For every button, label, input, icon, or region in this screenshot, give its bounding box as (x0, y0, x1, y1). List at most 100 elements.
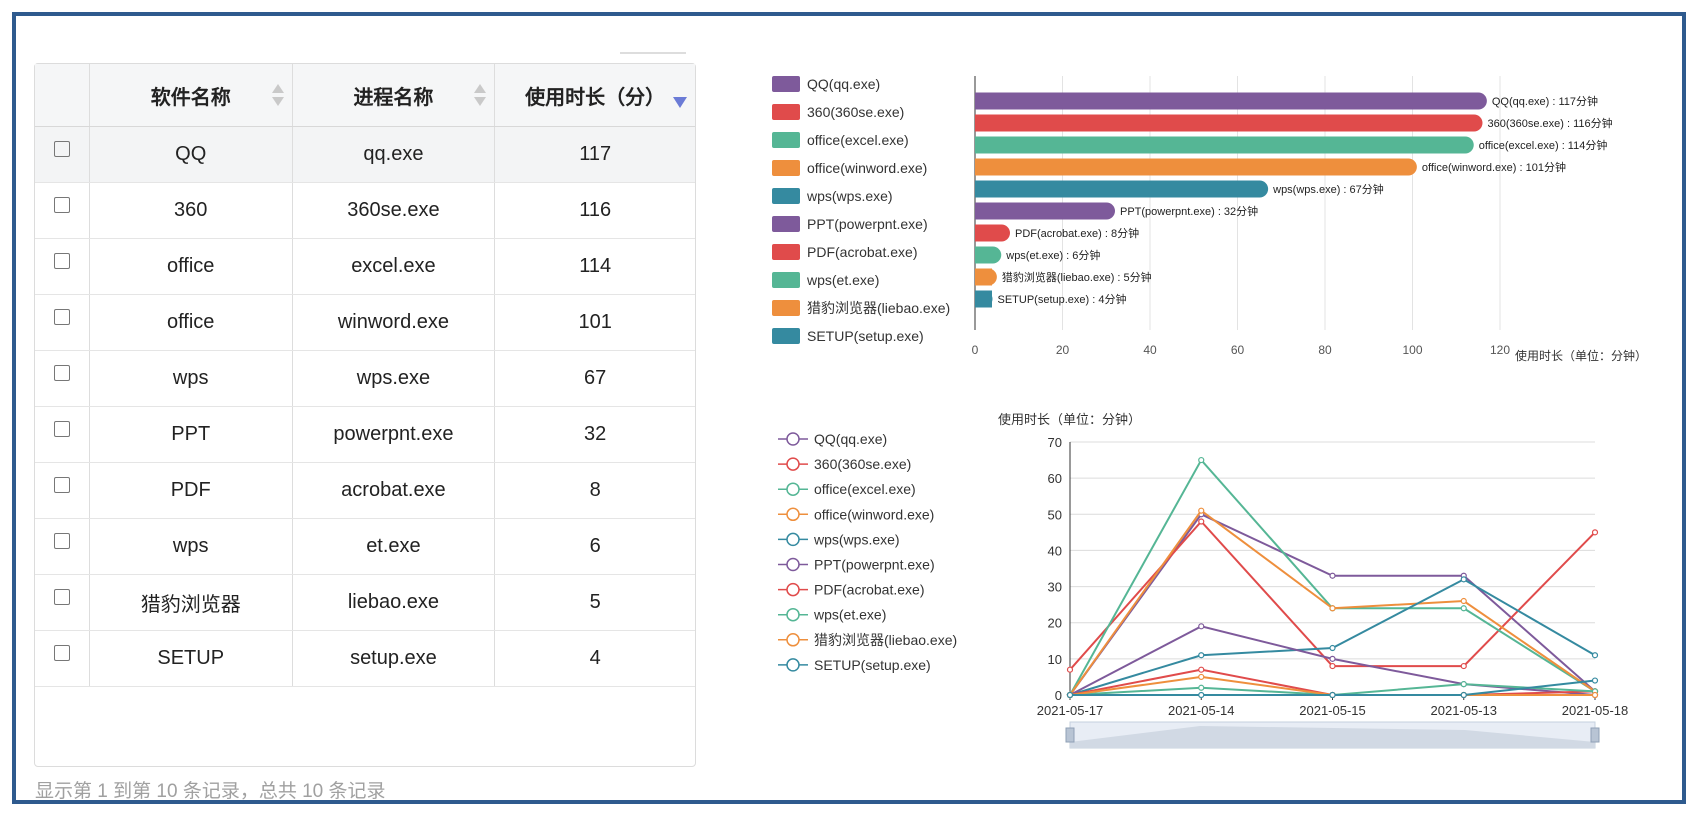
row-select-cell (35, 238, 90, 295)
column-header-usage-minutes[interactable]: 使用时长（分） (494, 64, 695, 127)
y-tick-label: 20 (1048, 616, 1062, 631)
legend-marker (786, 457, 800, 471)
data-point (1329, 605, 1336, 612)
process-name-cell: excel.exe (292, 238, 496, 295)
bar-cap (975, 158, 992, 176)
bar-cap (975, 290, 992, 308)
legend-label: SETUP(setup.exe) (814, 657, 931, 673)
row-select-cell (35, 350, 90, 407)
bar-cap (975, 136, 992, 154)
sort-desc-icon[interactable] (673, 97, 687, 108)
process-name-cell: et.exe (292, 518, 496, 575)
legend-marker (786, 633, 800, 647)
data-point (1591, 691, 1599, 699)
table-header-row: 软件名称 进程名称 使用时长（分） (35, 64, 695, 127)
process-name-cell: wps.exe (292, 350, 496, 407)
legend-marker (786, 482, 800, 496)
x-axis-title: 使用时长（单位：分钟） (1515, 348, 1647, 363)
x-tick-label: 0 (972, 343, 979, 357)
legend-label: 猎豹浏览器(liebao.exe) (807, 300, 950, 316)
sort-icon[interactable] (271, 84, 284, 108)
bar (975, 180, 1269, 198)
x-tick-label: 2021-05-17 (1037, 703, 1104, 718)
column-header-software-name[interactable]: 软件名称 (89, 64, 293, 127)
table-row[interactable]: wps wps.exe 67 (35, 350, 695, 407)
legend-swatch (772, 104, 800, 120)
row-checkbox[interactable] (53, 476, 70, 493)
software-name-cell: SETUP (89, 630, 293, 687)
legend-swatch (772, 132, 800, 148)
legend-label: wps(wps.exe) (806, 188, 893, 204)
datazoom-handle-left[interactable] (1065, 727, 1075, 743)
process-name-cell: powerpnt.exe (292, 406, 496, 463)
legend-swatch (772, 328, 800, 344)
table-row[interactable]: 猎豹浏览器 liebao.exe 5 (35, 574, 695, 631)
table-row[interactable]: 360 360se.exe 116 (35, 182, 695, 239)
data-point (1460, 597, 1467, 605)
usage-minutes-cell: 5 (494, 574, 695, 631)
table-row[interactable]: office excel.exe 114 (35, 238, 695, 295)
software-name-cell: office (89, 238, 293, 295)
usage-minutes-cell: 117 (494, 126, 695, 183)
bar (975, 114, 1483, 132)
legend-marker (786, 507, 800, 522)
datazoom-preview (1070, 726, 1595, 748)
column-header-label: 使用时长（分） (525, 86, 666, 109)
usage-line-chart: 使用时长（单位：分钟） 0 10 20 30 40 50 60 70 2021-05-17 2021… (778, 412, 1628, 749)
row-checkbox[interactable] (53, 196, 70, 213)
sort-icon[interactable] (474, 84, 487, 108)
data-point (1329, 662, 1336, 670)
usage-bar-chart: 0 20 40 60 80 100 120 使用时长（单位：分钟） QQ(qq.exe) : 1… (772, 64, 1680, 364)
row-checkbox[interactable] (53, 308, 70, 325)
pagination-info: 显示第 1 到第 10 条记录，总共 10 条记录 (35, 781, 386, 802)
row-select-cell (35, 462, 90, 519)
data-point (1329, 655, 1336, 662)
table-row[interactable]: office winword.exe 101 (35, 294, 695, 351)
data-point (1460, 691, 1467, 699)
table-row[interactable]: wps et.exe 6 (35, 518, 695, 575)
row-checkbox[interactable] (53, 644, 70, 661)
process-name-cell: 360se.exe (292, 182, 496, 239)
datazoom-handle-right[interactable] (1590, 727, 1600, 743)
row-checkbox[interactable] (53, 364, 70, 381)
software-name-cell: wps (89, 350, 293, 407)
table-row[interactable]: QQ qq.exe 117 (35, 126, 695, 183)
row-checkbox[interactable] (53, 532, 70, 549)
row-checkbox[interactable] (53, 588, 70, 605)
bar-data-label: PPT(powerpnt.exe) : 32分钟 (1120, 204, 1258, 218)
row-checkbox[interactable] (53, 420, 70, 437)
legend-label: PDF(acrobat.exe) (807, 244, 917, 260)
usage-minutes-cell: 6 (494, 518, 695, 575)
row-select-cell (35, 630, 90, 687)
x-tick-label: 100 (1402, 343, 1422, 357)
data-point (1198, 456, 1205, 464)
legend-label: 360(360se.exe) (807, 104, 904, 120)
table-row[interactable]: SETUP setup.exe 4 (35, 630, 695, 687)
bar-cap (975, 180, 992, 198)
software-usage-table: 软件名称 进程名称 使用时长（分） QQ qq.exe 117 360 360se.ex… (35, 64, 695, 687)
bar (975, 158, 1417, 176)
legend-swatch (772, 244, 800, 260)
row-select-cell (35, 294, 90, 351)
table-row[interactable]: PDF acrobat.exe 8 (35, 462, 695, 519)
bar-cap (975, 268, 992, 286)
table-row[interactable]: PPT powerpnt.exe 32 (35, 406, 695, 463)
row-checkbox[interactable] (53, 252, 70, 269)
process-name-cell: winword.exe (292, 294, 496, 351)
data-point (1198, 518, 1205, 525)
data-point (1460, 605, 1467, 612)
row-select-cell (35, 182, 90, 239)
bar-data-label: 猎豹浏览器(liebao.exe) : 5分钟 (1002, 270, 1152, 284)
data-point (1198, 623, 1205, 630)
software-usage-table-panel: 软件名称 进程名称 使用时长（分） QQ qq.exe 117 360 360se.ex… (34, 63, 696, 802)
y-tick-label: 10 (1048, 652, 1062, 667)
column-header-process-name[interactable]: 进程名称 (292, 64, 496, 127)
select-all-header (35, 64, 90, 127)
process-name-cell: liebao.exe (292, 574, 496, 631)
legend-label: office(winword.exe) (814, 506, 934, 522)
bar-data-label: PDF(acrobat.exe) : 8分钟 (1015, 226, 1139, 240)
legend-swatch (772, 188, 800, 204)
x-tick-label: 2021-05-14 (1168, 703, 1235, 718)
row-checkbox[interactable] (53, 140, 70, 157)
bar-cap (975, 92, 992, 110)
